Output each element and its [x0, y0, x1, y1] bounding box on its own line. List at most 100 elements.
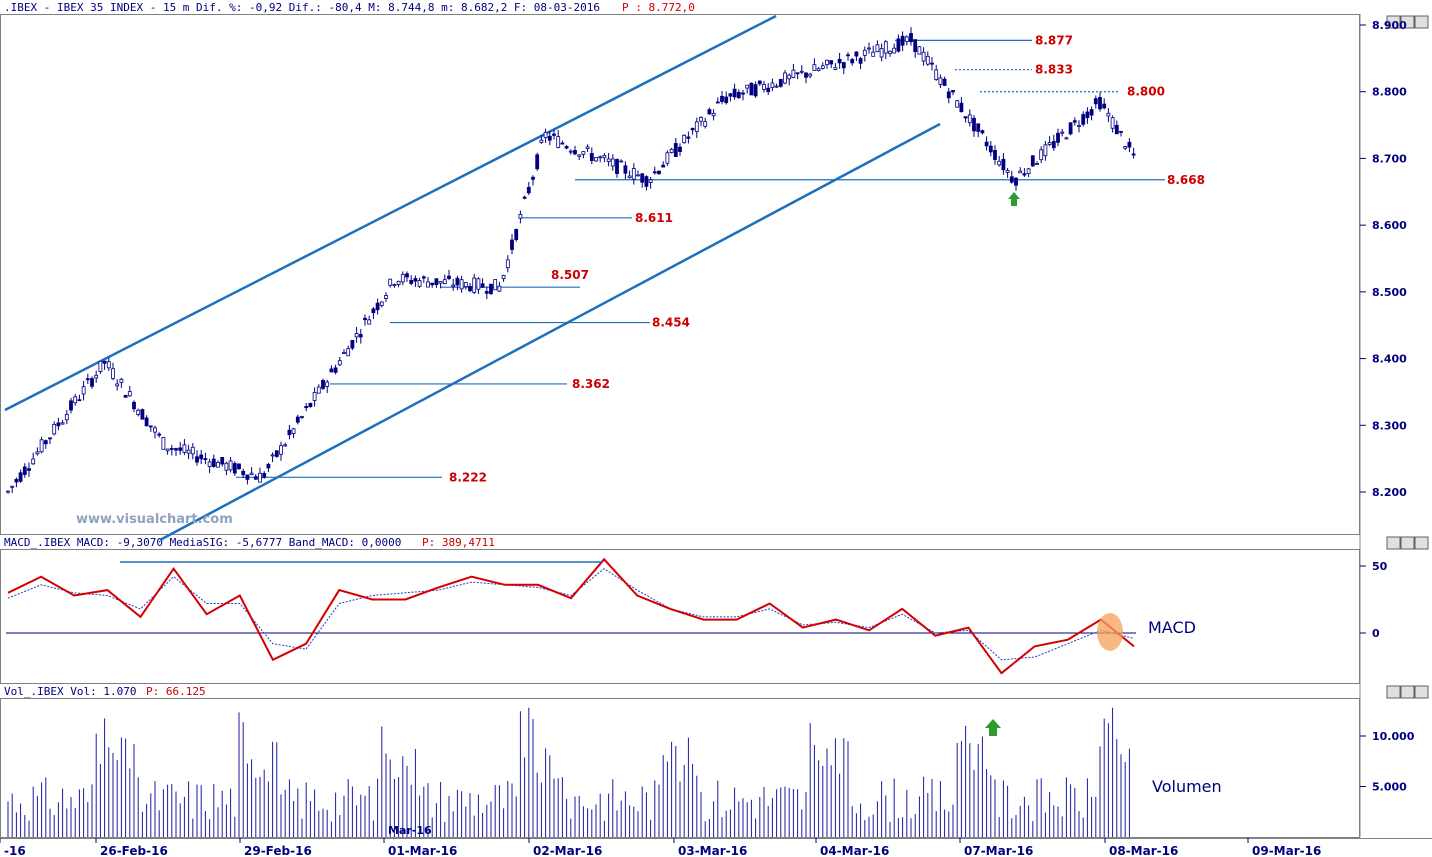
candle-body	[1131, 153, 1136, 156]
maximize-icon[interactable]	[1400, 536, 1415, 550]
candle-body	[1127, 141, 1132, 148]
x-tick-label: 08-Mar-16	[1109, 844, 1178, 857]
close-icon[interactable]	[1414, 536, 1429, 550]
x-tick-label: 02-Mar-16	[533, 844, 602, 857]
candle-body	[854, 51, 859, 57]
candle-body	[304, 406, 309, 409]
candle-body	[690, 127, 695, 131]
candle-body	[871, 51, 876, 57]
candle-body	[657, 170, 661, 175]
candle-body	[455, 277, 460, 286]
candle-body	[342, 351, 346, 354]
candle-body	[589, 153, 594, 161]
support-resistance-levels: 8.877 8.833 8.800 8.668 8.611 8.507 8.454 8.362…	[236, 33, 1205, 484]
candle-body	[841, 62, 846, 69]
candle-body	[514, 229, 519, 240]
candle-body	[623, 165, 628, 174]
candle-body	[106, 361, 111, 369]
candle-body	[10, 485, 15, 488]
candle-body	[77, 399, 82, 402]
y-tick-label: 8.900	[1372, 19, 1407, 32]
candle-body	[644, 176, 649, 187]
macd-line	[7, 557, 1135, 675]
minimize-icon[interactable]	[1386, 685, 1401, 699]
candle-body	[577, 154, 582, 157]
candle-body	[371, 308, 376, 314]
x-tick-label: 09-Mar-16	[1252, 844, 1321, 857]
candle-body	[182, 444, 187, 453]
candle-body	[472, 277, 477, 293]
candle-body	[81, 386, 86, 395]
candle-body	[736, 91, 741, 99]
candle-body	[90, 378, 94, 387]
candle-body	[757, 80, 762, 85]
candle-body	[833, 67, 838, 70]
candle-body	[39, 439, 44, 453]
candle-body	[904, 36, 909, 42]
minimize-icon[interactable]	[1386, 15, 1401, 29]
candle-body	[98, 360, 103, 372]
close-icon[interactable]	[1414, 15, 1429, 29]
minimize-icon[interactable]	[1386, 536, 1401, 550]
candle-body	[447, 275, 451, 279]
candle-body	[791, 69, 796, 78]
candle-body	[274, 450, 279, 457]
candle-body	[753, 84, 758, 97]
candle-body	[959, 102, 964, 113]
candle-body	[925, 55, 930, 65]
candle-body	[955, 100, 960, 108]
candle-body	[123, 395, 128, 398]
y-tick-label: 50	[1372, 560, 1388, 573]
close-icon[interactable]	[1414, 685, 1429, 699]
candle-body	[224, 462, 229, 471]
candle-body	[249, 472, 254, 475]
level-label: 8.800	[1127, 85, 1165, 99]
candle-body	[291, 428, 296, 434]
candle-body	[547, 135, 552, 141]
y-tick-label: 0	[1372, 627, 1380, 640]
candle-body	[165, 448, 170, 452]
candle-body	[518, 214, 523, 219]
candle-body	[451, 284, 456, 287]
candle-body	[510, 239, 514, 250]
maximize-icon[interactable]	[1400, 685, 1415, 699]
candle-body	[694, 121, 699, 132]
candle-body	[581, 151, 586, 155]
candle-body	[526, 186, 531, 194]
candle-body	[438, 281, 443, 284]
candle-body	[636, 174, 640, 177]
candle-body	[1064, 137, 1069, 140]
level-label: 8.611	[635, 211, 673, 225]
month-label: Mar-16	[388, 824, 432, 837]
candle-body	[942, 78, 947, 86]
volume-info: Vol_.IBEX Vol: 1.070	[4, 685, 136, 698]
candle-body	[564, 146, 569, 149]
candles	[6, 27, 1136, 494]
volume-bars	[7, 707, 1130, 837]
candle-body	[1110, 117, 1115, 129]
candle-body	[308, 402, 313, 408]
candle-body	[220, 457, 225, 465]
level-label: 8.668	[1167, 173, 1205, 187]
candle-body	[69, 400, 73, 411]
candle-body	[631, 168, 636, 180]
level-label: 8.833	[1035, 63, 1073, 77]
candle-body	[556, 136, 561, 148]
candle-body	[535, 154, 540, 170]
level-label: 8.362	[572, 377, 610, 391]
maximize-icon[interactable]	[1400, 15, 1415, 29]
candle-body	[409, 279, 414, 284]
candle-body	[270, 454, 275, 457]
candle-body	[648, 179, 653, 184]
candle-body	[442, 279, 447, 285]
volume-last: P: 66.125	[146, 685, 206, 698]
candle-body	[1018, 170, 1023, 174]
candle-body	[102, 360, 107, 364]
candle-body	[316, 386, 321, 394]
candle-body	[1081, 114, 1086, 125]
candle-body	[1119, 131, 1123, 133]
candle-body	[665, 152, 670, 164]
volume-y-ticks: 10.000 5.000	[1360, 730, 1415, 794]
candle-body	[1093, 98, 1098, 105]
candle-body	[598, 156, 603, 159]
